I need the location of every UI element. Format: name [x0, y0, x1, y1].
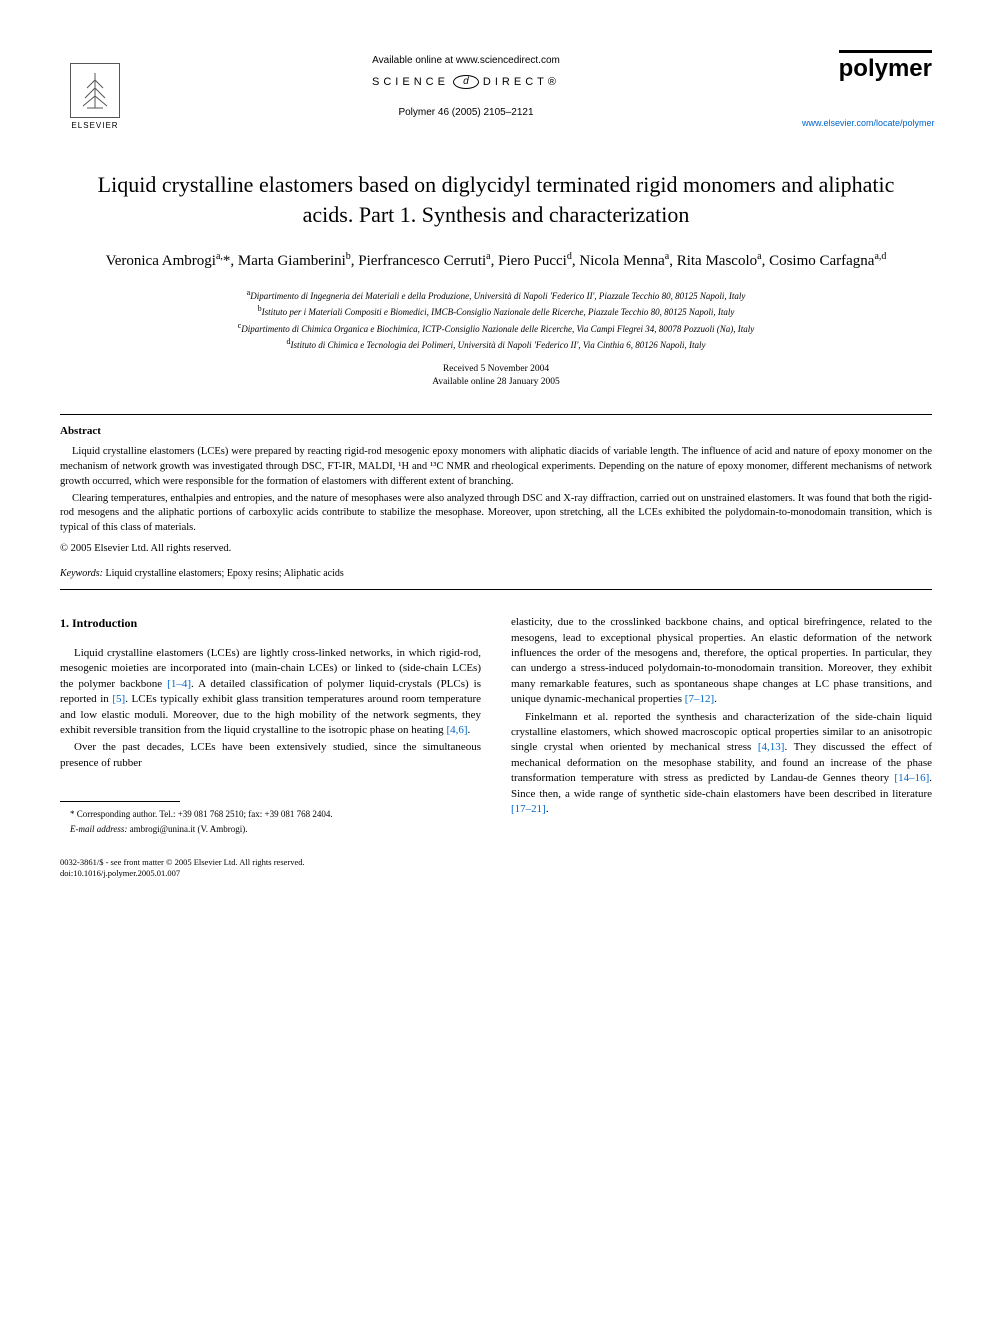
footnote-divider — [60, 801, 180, 802]
affiliation-b: bIstituto per i Materiali Compositi e Bi… — [60, 303, 932, 320]
footer-doi: doi:10.1016/j.polymer.2005.01.007 — [60, 868, 932, 879]
journal-logo-block: polymer www.elsevier.com/locate/polymer — [802, 50, 932, 128]
footer-issn: 0032-3861/$ - see front matter © 2005 El… — [60, 857, 932, 868]
keywords-label: Keywords: — [60, 568, 103, 579]
ref-17-21[interactable]: [17–21] — [511, 803, 546, 815]
left-column: 1. Introduction Liquid crystalline elast… — [60, 615, 481, 837]
author-list: Veronica Ambrogia,*, Marta Giamberinib, … — [60, 249, 932, 273]
elsevier-tree-icon — [70, 63, 120, 118]
email-address: ambrogi@unina.it (V. Ambrogi). — [127, 824, 247, 834]
sciencedirect-logo: SCIENCE d DIRECT® — [372, 75, 560, 89]
ref-4-6[interactable]: [4,6] — [446, 724, 467, 736]
article-title: Liquid crystalline elastomers based on d… — [90, 170, 902, 229]
keywords-line: Keywords: Liquid crystalline elastomers;… — [60, 568, 932, 579]
abstract-p1: Liquid crystalline elastomers (LCEs) wer… — [60, 445, 932, 489]
ref-5[interactable]: [5] — [112, 693, 125, 705]
intro-p1-cont: elasticity, due to the crosslinked backb… — [511, 615, 932, 707]
journal-header: ELSEVIER Available online at www.science… — [60, 50, 932, 130]
journal-citation: Polymer 46 (2005) 2105–2121 — [130, 107, 802, 118]
abstract-copyright: © 2005 Elsevier Ltd. All rights reserved… — [60, 542, 932, 557]
intro-p1: Liquid crystalline elastomers (LCEs) are… — [60, 646, 481, 738]
available-online-text: Available online at www.sciencedirect.co… — [130, 55, 802, 66]
affiliation-d: dIstituto di Chimica e Tecnologia dei Po… — [60, 336, 932, 353]
affiliations: aDipartimento di Ingegneria dei Material… — [60, 287, 932, 353]
center-header: Available online at www.sciencedirect.co… — [130, 50, 802, 118]
keywords-text: Liquid crystalline elastomers; Epoxy res… — [103, 568, 344, 579]
divider-top — [60, 414, 932, 415]
online-date: Available online 28 January 2005 — [60, 376, 932, 389]
received-date: Received 5 November 2004 — [60, 363, 932, 376]
intro-p2: Over the past decades, LCEs have been ex… — [60, 740, 481, 771]
abstract-p2: Clearing temperatures, enthalpies and en… — [60, 492, 932, 536]
abstract-heading: Abstract — [60, 425, 932, 437]
sd-left: SCIENCE — [372, 76, 449, 88]
ref-7-12[interactable]: [7–12] — [685, 693, 714, 705]
divider-bottom — [60, 589, 932, 590]
body-columns: 1. Introduction Liquid crystalline elast… — [60, 615, 932, 837]
article-dates: Received 5 November 2004 Available onlin… — [60, 363, 932, 390]
abstract-body: Liquid crystalline elastomers (LCEs) wer… — [60, 445, 932, 556]
affiliation-c: cDipartimento di Chimica Organica e Bioc… — [60, 320, 932, 337]
affiliation-a: aDipartimento di Ingegneria dei Material… — [60, 287, 932, 304]
journal-homepage-link[interactable]: www.elsevier.com/locate/polymer — [802, 118, 932, 128]
ref-14-16[interactable]: [14–16] — [894, 772, 929, 784]
elsevier-logo: ELSEVIER — [60, 50, 130, 130]
right-column: elasticity, due to the crosslinked backb… — [511, 615, 932, 837]
footnotes: * Corresponding author. Tel.: +39 081 76… — [60, 808, 481, 835]
intro-p3: Finkelmann et al. reported the synthesis… — [511, 710, 932, 818]
ref-1-4[interactable]: [1–4] — [167, 678, 191, 690]
ref-4-13[interactable]: [4,13] — [758, 741, 785, 753]
elsevier-label: ELSEVIER — [71, 121, 118, 130]
section-1-heading: 1. Introduction — [60, 615, 481, 632]
corresponding-author: * Corresponding author. Tel.: +39 081 76… — [60, 808, 481, 821]
polymer-logo-text: polymer — [839, 50, 932, 83]
email-line: E-mail address: ambrogi@unina.it (V. Amb… — [60, 823, 481, 836]
email-label: E-mail address: — [70, 824, 127, 834]
sd-right: DIRECT® — [483, 76, 560, 88]
footer-copyright: 0032-3861/$ - see front matter © 2005 El… — [60, 857, 932, 879]
sd-at-icon: d — [453, 75, 479, 89]
